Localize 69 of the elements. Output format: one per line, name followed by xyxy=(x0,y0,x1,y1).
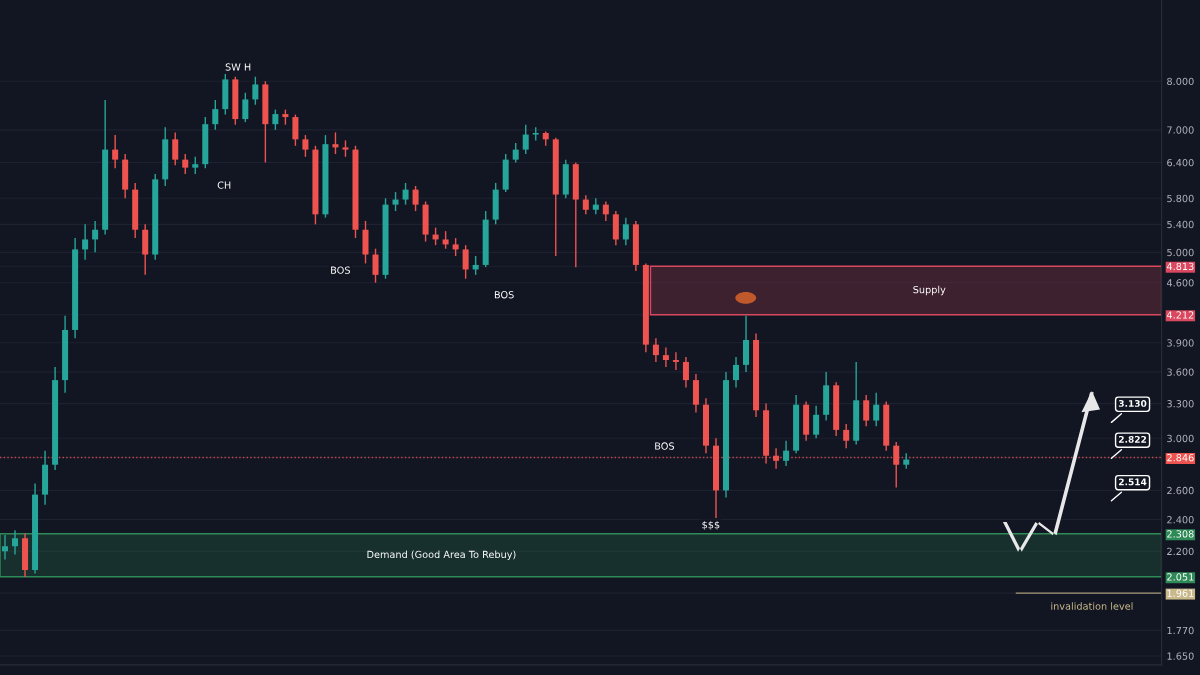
candlestick xyxy=(272,108,279,131)
y-tick-label: 3.600 xyxy=(1167,368,1194,376)
y-tick-label: 7.000 xyxy=(1167,126,1194,134)
y-tick-label: 2.308 xyxy=(1167,530,1194,538)
y-tick-label: 3.900 xyxy=(1167,339,1194,347)
y-tick-label: 3.300 xyxy=(1167,400,1194,408)
y-tick-label: 5.400 xyxy=(1167,220,1194,229)
candlestick xyxy=(212,99,219,131)
candlestick xyxy=(112,134,119,169)
annotation: 2.822 xyxy=(1119,435,1147,443)
candlestick xyxy=(682,356,689,389)
y-tick-label: 2.051 xyxy=(1167,573,1194,581)
candlestick xyxy=(92,220,99,254)
candlestick xyxy=(242,92,249,123)
candlestick xyxy=(863,394,870,428)
annotation: BOS xyxy=(655,442,675,450)
y-tick-label: 4.813 xyxy=(1166,262,1194,271)
annotation: SW H xyxy=(225,63,251,71)
y-tick-label: 5.000 xyxy=(1167,248,1194,257)
annotation: 2.514 xyxy=(1119,478,1147,486)
candlestick xyxy=(2,534,9,561)
candlestick xyxy=(522,123,529,155)
candlestick xyxy=(292,113,299,147)
y-tick-label: 3.000 xyxy=(1167,434,1194,443)
candlestick xyxy=(652,337,659,363)
candlestick xyxy=(592,197,599,216)
candlestick xyxy=(582,194,589,216)
candlestick xyxy=(252,76,259,106)
band-label: Demand (Good Area To Rebuy) xyxy=(367,550,516,560)
candlestick xyxy=(602,200,609,222)
y-tick-label: 1.770 xyxy=(1167,626,1194,635)
annotation: 3.130 xyxy=(1118,400,1147,407)
y-tick-label: 2.400 xyxy=(1167,516,1194,524)
candlestick xyxy=(462,244,469,280)
y-tick-label: 5.800 xyxy=(1167,194,1194,203)
candlestick xyxy=(392,191,399,212)
candlestick xyxy=(662,346,669,368)
annotation: BOS xyxy=(331,266,350,274)
candlestick xyxy=(733,356,740,389)
candlestick xyxy=(172,131,179,167)
y-tick-label: 8.000 xyxy=(1167,77,1194,86)
candlestick xyxy=(512,142,519,164)
candlestick xyxy=(622,216,629,246)
candlestick xyxy=(672,351,679,371)
ref-line-label: invalidation level xyxy=(1051,602,1133,610)
candlestick xyxy=(302,134,309,158)
band-label: Supply xyxy=(913,285,946,296)
y-tick-label: 2.846 xyxy=(1167,453,1194,462)
y-tick-label: 1.961 xyxy=(1167,589,1194,597)
y-tick-label: 6.400 xyxy=(1167,158,1194,167)
candlestick xyxy=(402,182,409,206)
candlestick xyxy=(813,405,820,439)
candlestick xyxy=(412,185,419,212)
y-tick-label: 2.600 xyxy=(1167,486,1194,495)
candlestick xyxy=(843,423,850,449)
candlestick xyxy=(873,392,880,428)
annotation: BOS xyxy=(494,291,514,299)
candlestick xyxy=(182,153,189,175)
y-tick-label: 1.650 xyxy=(1167,652,1194,660)
candlestick xyxy=(82,223,89,261)
candlestick xyxy=(372,248,379,284)
candlestick xyxy=(783,440,790,467)
candlestick xyxy=(332,131,339,155)
annotation: $$$ xyxy=(702,520,720,530)
candlestick xyxy=(12,529,19,556)
y-tick-label: 4.212 xyxy=(1166,311,1194,319)
annotation: CH xyxy=(217,181,231,189)
y-tick-label: 4.600 xyxy=(1166,279,1194,287)
y-tick-label: 2.200 xyxy=(1167,547,1194,556)
